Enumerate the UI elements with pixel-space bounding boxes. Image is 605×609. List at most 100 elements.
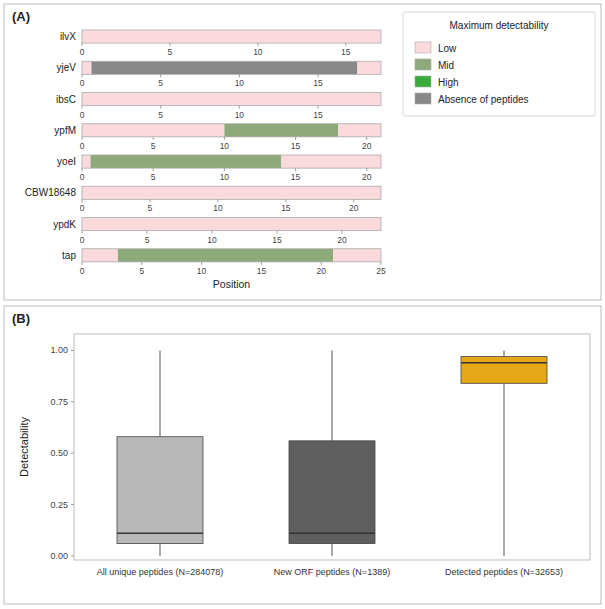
tick [201, 262, 202, 265]
legend-swatch [415, 42, 431, 53]
tick-label: 5 [158, 110, 163, 120]
tick-label: 10 [220, 172, 230, 182]
gene-label: ilvX [60, 31, 76, 42]
segments [82, 93, 381, 106]
tick [366, 168, 367, 171]
figure: (A)051015ilvX051015yjeV051015ibsC0510152… [0, 0, 605, 609]
tick-label: 1.00 [50, 345, 68, 355]
box [461, 357, 547, 384]
tick-label: 0 [80, 141, 85, 151]
gene-row: 05101520ypdK [53, 218, 381, 245]
segments [82, 61, 381, 74]
tick [366, 137, 367, 140]
tick-label: 5 [151, 141, 156, 151]
gene-label: tap [62, 250, 76, 261]
tick [295, 137, 296, 140]
gene-row: 05101520ypfM [54, 124, 381, 151]
tick [261, 262, 262, 265]
whisker [332, 544, 333, 556]
gene-row: 051015ibsC [56, 93, 381, 120]
tick-label: 15 [341, 47, 351, 57]
tick-label: 5 [139, 266, 144, 276]
segments [82, 249, 381, 262]
tick [224, 137, 225, 140]
segment [357, 61, 381, 74]
tick-label: 25 [376, 266, 386, 276]
axis-label: Position [213, 278, 251, 290]
tick-label: 5 [151, 172, 156, 182]
tick [147, 231, 148, 234]
tick [71, 350, 74, 351]
tick-label: 20 [337, 235, 347, 245]
segment [333, 249, 381, 262]
tick-label: 0.00 [50, 551, 68, 561]
panel-frame [4, 306, 601, 604]
legend-swatch [415, 76, 431, 87]
gene-label: yjeV [57, 62, 77, 73]
tick-label: 10 [235, 110, 245, 120]
tick [239, 74, 240, 77]
tick-label: 15 [281, 203, 291, 213]
tick-label: All unique peptides (N=284078) [97, 567, 223, 577]
tick [71, 401, 74, 402]
tick-label: 15 [257, 266, 267, 276]
row-frame [82, 93, 381, 106]
tick [285, 199, 286, 202]
tick [239, 106, 240, 109]
tick-label: 20 [362, 141, 372, 151]
tick-label: New ORF peptides (N=1389) [274, 567, 390, 577]
row-frame [82, 155, 381, 168]
legend-swatch [415, 93, 431, 104]
gene-row: 051015ilvX [60, 30, 381, 57]
tick-label: 0 [80, 266, 85, 276]
axis-label: Detectability [18, 417, 30, 477]
row-frame [82, 249, 381, 262]
tick [257, 43, 258, 46]
whisker [332, 350, 333, 440]
tick [217, 199, 218, 202]
tick-label: 0 [80, 203, 85, 213]
tick-label: 0.25 [50, 500, 68, 510]
row-frame [82, 61, 381, 74]
segments [82, 186, 381, 199]
tick [82, 199, 83, 202]
median [117, 532, 203, 534]
legend-label: High [438, 77, 459, 88]
tick [277, 231, 278, 234]
tick [82, 262, 83, 265]
tick [149, 199, 150, 202]
whisker [504, 350, 505, 356]
panel-title: (A) [12, 9, 30, 24]
tick [82, 106, 83, 109]
segment [82, 186, 381, 199]
segment [82, 218, 381, 231]
tick-label: 15 [291, 172, 301, 182]
box [117, 437, 203, 544]
tick-label: 10 [207, 235, 217, 245]
tick-label: 20 [362, 172, 372, 182]
legend-title: Maximum detectability [450, 20, 549, 31]
tick [71, 504, 74, 505]
tick-label: 5 [158, 78, 163, 88]
gene-label: ibsC [56, 94, 76, 105]
segments [82, 30, 381, 43]
tick-label: 0.75 [50, 397, 68, 407]
tick [353, 199, 354, 202]
tick-label: 10 [213, 203, 223, 213]
segment [82, 93, 381, 106]
tick [82, 74, 83, 77]
tick-label: 0 [80, 78, 85, 88]
tick [82, 168, 83, 171]
legend: Maximum detectabilityLowMidHighAbsence o… [403, 12, 595, 116]
segment [91, 61, 357, 74]
tick-label: 20 [349, 203, 359, 213]
tick [169, 43, 170, 46]
segment [82, 155, 91, 168]
segments [82, 155, 381, 168]
tick [321, 262, 322, 265]
legend-label: Mid [438, 60, 454, 71]
segment [281, 155, 381, 168]
segment [82, 124, 224, 137]
tick [160, 74, 161, 77]
segments [82, 218, 381, 231]
